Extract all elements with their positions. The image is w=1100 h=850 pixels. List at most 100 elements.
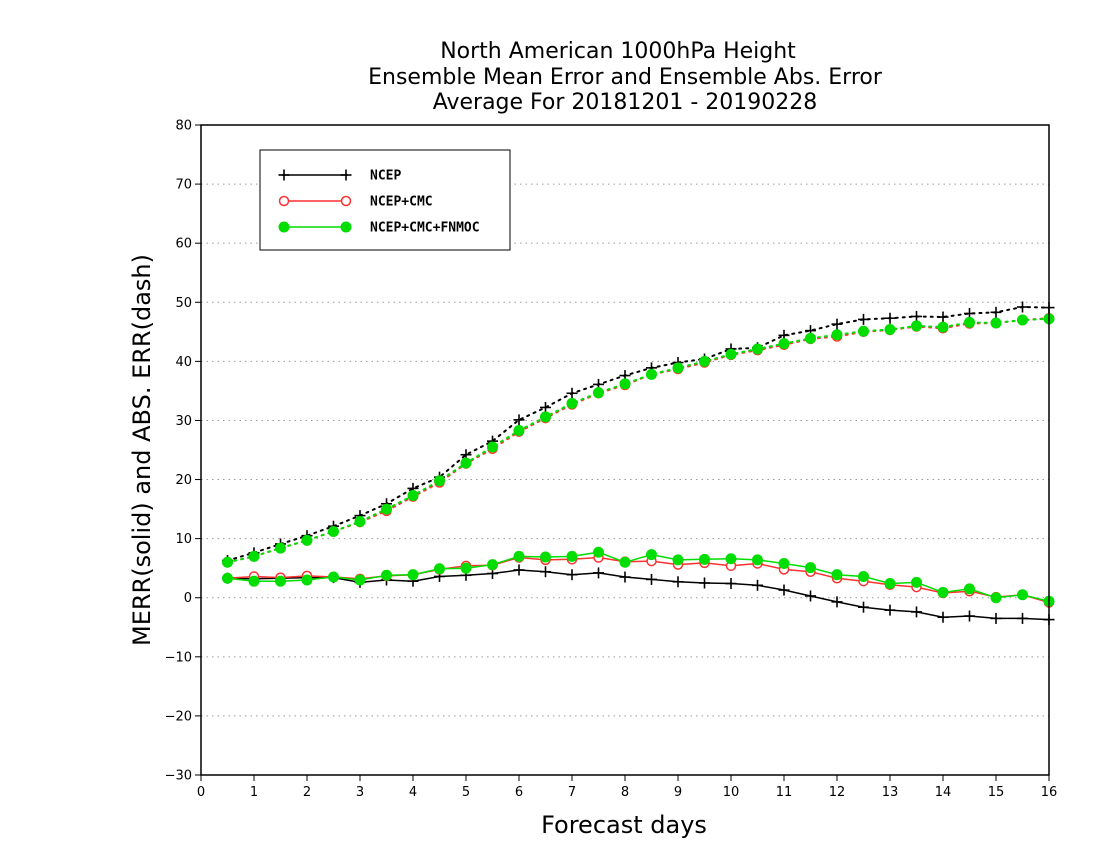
point-ncep-cmc-fnmoc-merr (460, 562, 472, 574)
point-ncep-cmc-fnmoc-abs-err (407, 490, 419, 501)
y-tick-label: 10 (175, 532, 192, 547)
point-ncep-merr (884, 604, 896, 616)
point-ncep-cmc-fnmoc-abs-err (831, 329, 843, 341)
y-tick-label: 0 (184, 591, 192, 606)
y-tick-label: 80 (175, 119, 192, 134)
point-ncep-cmc-fnmoc-abs-err (752, 343, 763, 355)
point-ncep-cmc-fnmoc-merr (752, 554, 763, 566)
point-ncep-abs-err (540, 401, 551, 413)
legend-item: NCEP (278, 169, 401, 184)
point-ncep-cmc-fnmoc-abs-err (964, 316, 975, 328)
legend-label: NCEP+CMC+FNMOC (370, 221, 480, 236)
point-ncep-cmc-fnmoc-merr (699, 553, 710, 565)
point-ncep-abs-err (990, 306, 1002, 318)
point-ncep-abs-err (566, 387, 578, 399)
series-line-ncep-abs-err (226, 305, 1050, 562)
point-ncep-abs-err (858, 313, 869, 325)
x-tick-label: 9 (674, 785, 682, 800)
point-ncep-merr (699, 577, 710, 589)
point-ncep-merr (937, 611, 949, 623)
point-ncep-cmc-fnmoc-merr (513, 550, 525, 562)
point-ncep-merr (540, 566, 551, 578)
point-ncep-merr (831, 596, 843, 608)
point-ncep-cmc-fnmoc-merr (593, 546, 604, 558)
series-line-ncep-cmc-fnmoc-merr (227, 551, 1050, 603)
legend-marker (340, 195, 352, 207)
chart-title-line-2: Ensemble Mean Error and Ensemble Abs. Er… (368, 65, 883, 90)
point-ncep-cmc-fnmoc-abs-err (540, 411, 551, 423)
point-ncep-merr (1017, 612, 1028, 624)
y-tick-label: −30 (165, 769, 192, 784)
y-tick-label: −10 (165, 650, 192, 665)
legend-marker (340, 221, 352, 233)
point-ncep-cmc-fnmoc-abs-err (566, 397, 578, 409)
point-ncep-cmc-fnmoc-abs-err (222, 556, 233, 568)
x-tick-label: 10 (723, 785, 740, 800)
point-ncep-merr (752, 579, 763, 591)
point-ncep-cmc-fnmoc-merr (619, 556, 631, 568)
y-tick-label: 60 (175, 237, 192, 252)
point-ncep-cmc-fnmoc-abs-err (381, 503, 392, 515)
legend-item: NCEP+CMC+FNMOC (278, 221, 480, 236)
legend-marker (340, 169, 352, 181)
legend-item: NCEP+CMC (278, 195, 433, 210)
point-ncep-cmc-fnmoc-abs-err (858, 325, 869, 337)
point-ncep-abs-err (831, 318, 843, 330)
point-ncep-cmc-fnmoc-merr (407, 569, 419, 581)
x-tick-label: 12 (829, 785, 846, 800)
point-ncep-cmc-fnmoc-abs-err (434, 475, 445, 487)
point-ncep-cmc-fnmoc-abs-err (884, 323, 896, 335)
series-ncep-abs-err (222, 301, 1055, 566)
point-ncep-cmc-fnmoc-abs-err (328, 526, 339, 538)
legend: NCEP NCEP+CMC NCEP+CMC+FNMOC (259, 149, 511, 251)
point-ncep-cmc-fnmoc-abs-err (805, 332, 816, 344)
point-ncep-merr (672, 576, 684, 588)
point-ncep-cmc-fnmoc-merr (725, 553, 737, 565)
point-ncep-cmc-fnmoc-abs-err (699, 355, 710, 367)
point-ncep-cmc-fnmoc-merr (354, 574, 366, 586)
point-ncep-cmc-fnmoc-merr (911, 576, 922, 588)
point-ncep-cmc-fnmoc-merr (222, 572, 233, 584)
x-tick-label: 4 (409, 785, 417, 800)
point-ncep-cmc-fnmoc-abs-err (513, 425, 525, 436)
x-tick-label: 0 (197, 785, 205, 800)
point-ncep-abs-err (513, 414, 525, 426)
y-tick-label: 50 (175, 296, 192, 311)
point-ncep-abs-err (884, 312, 896, 324)
legend-marker (278, 195, 290, 207)
y-tick-label: 40 (175, 355, 192, 370)
point-ncep-cmc-fnmoc-merr (487, 559, 498, 571)
point-ncep-merr (566, 569, 578, 581)
series-ncep-cmc-abs-err (222, 312, 1055, 568)
point-ncep-cmc-fnmoc-abs-err (593, 387, 604, 399)
legend-label: NCEP+CMC (370, 195, 433, 210)
point-ncep-cmc-fnmoc-merr (858, 570, 869, 582)
x-tick-label: 2 (303, 785, 311, 800)
point-ncep-cmc-fnmoc-merr (275, 575, 286, 587)
x-tick-label: 1 (250, 785, 258, 800)
point-ncep-cmc-fnmoc-merr (646, 549, 657, 561)
point-ncep-merr (778, 584, 790, 596)
series-layer (222, 301, 1055, 626)
point-ncep-cmc-fnmoc-abs-err (301, 534, 313, 546)
x-tick-label: 13 (882, 785, 899, 800)
legend-label: NCEP (370, 169, 401, 184)
y-tick-label: 20 (175, 473, 192, 488)
point-ncep-cmc-fnmoc-abs-err (990, 317, 1002, 329)
point-ncep-cmc-fnmoc-merr (328, 571, 339, 583)
point-ncep-merr (593, 567, 604, 579)
grid (201, 183, 1049, 717)
point-ncep-merr (990, 612, 1002, 624)
point-ncep-merr (964, 610, 975, 622)
point-ncep-cmc-fnmoc-abs-err (778, 338, 790, 350)
point-ncep-abs-err (911, 310, 922, 322)
legend-marker (278, 221, 290, 233)
point-ncep-cmc-fnmoc-merr (805, 562, 816, 574)
point-ncep-cmc-fnmoc-abs-err (460, 457, 472, 469)
point-ncep-cmc-fnmoc-merr (381, 569, 392, 581)
point-ncep-merr (911, 606, 922, 618)
point-ncep-cmc-fnmoc-abs-err (619, 378, 631, 390)
y-tick-label: 30 (175, 414, 192, 429)
point-ncep-cmc-fnmoc-merr (831, 569, 843, 581)
